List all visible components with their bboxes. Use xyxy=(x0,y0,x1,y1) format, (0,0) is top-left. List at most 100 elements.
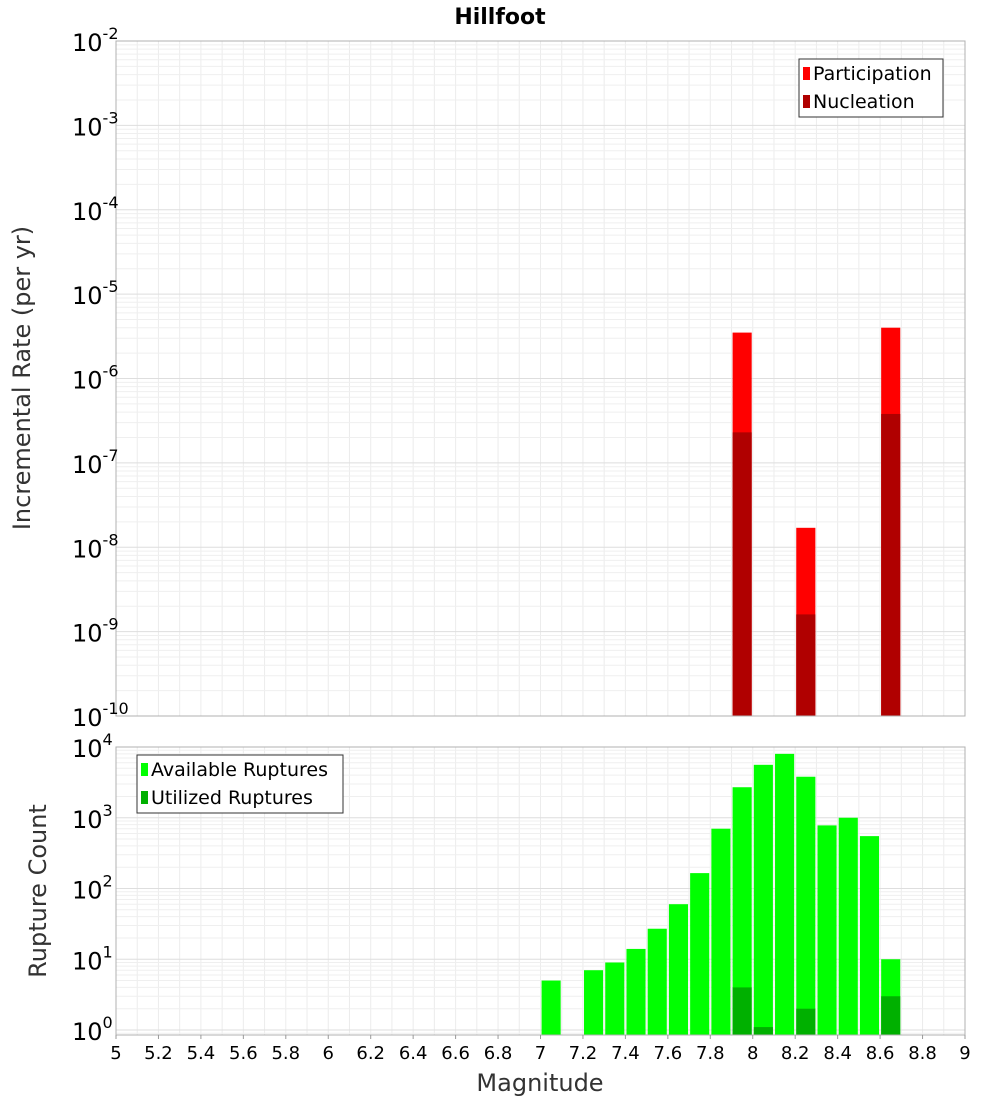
y-tick-base: 10 xyxy=(72,735,103,763)
x-tick-label: 6 xyxy=(323,1043,334,1064)
bar xyxy=(584,970,604,1035)
bar xyxy=(838,817,858,1035)
legend-entry: Available Ruptures xyxy=(151,759,328,781)
bar xyxy=(796,1008,816,1035)
y-tick-label: 10-2 xyxy=(72,24,119,57)
y-tick-exponent: -3 xyxy=(103,108,119,127)
y-tick-label: 104 xyxy=(72,730,113,763)
y-tick-label: 103 xyxy=(72,801,113,834)
legend-box xyxy=(136,754,344,814)
bar xyxy=(881,413,901,716)
y-tick-exponent: 3 xyxy=(103,801,113,820)
x-tick-label: 6.8 xyxy=(484,1043,513,1064)
legend-box xyxy=(798,58,944,118)
x-tick-label: 9 xyxy=(959,1043,970,1064)
y-tick-label: 10-5 xyxy=(72,277,119,310)
y-tick-base: 10 xyxy=(72,620,103,648)
chart-title: Hillfoot xyxy=(454,5,546,30)
y-tick-label: 10-3 xyxy=(72,108,119,141)
y-tick-label: 10-10 xyxy=(72,699,129,732)
bar xyxy=(732,987,752,1035)
y-tick-exponent: 0 xyxy=(103,1013,113,1032)
x-tick-label: 5 xyxy=(110,1043,121,1064)
legend-entry: Nucleation xyxy=(813,91,915,113)
y-tick-base: 10 xyxy=(72,29,103,57)
y-tick-exponent: -5 xyxy=(103,277,119,296)
y-tick-base: 10 xyxy=(72,535,103,563)
y-tick-label: 10-6 xyxy=(72,362,119,395)
bottom-y-axis-label: Rupture Count xyxy=(24,804,52,978)
y-tick-label: 10-9 xyxy=(72,615,119,648)
legend-swatch xyxy=(803,95,810,108)
y-tick-exponent: -10 xyxy=(103,699,129,718)
y-tick-base: 10 xyxy=(72,282,103,310)
bar xyxy=(732,432,752,716)
y-tick-base: 10 xyxy=(72,367,103,395)
y-tick-label: 10-4 xyxy=(72,193,119,226)
x-tick-label: 8.6 xyxy=(866,1043,895,1064)
bar xyxy=(753,764,773,1035)
y-tick-base: 10 xyxy=(72,877,103,905)
legend-panel-1: Available Ruptures Utilized Ruptures xyxy=(136,754,344,814)
bar xyxy=(690,873,710,1035)
bar xyxy=(775,753,795,1035)
x-tick-label: 6.2 xyxy=(356,1043,385,1064)
y-tick-label: 102 xyxy=(72,872,113,905)
bar xyxy=(859,836,880,1035)
bar xyxy=(711,828,731,1035)
legend-entry: Utilized Ruptures xyxy=(151,787,313,809)
y-tick-base: 10 xyxy=(72,1018,103,1046)
x-tick-label: 6.6 xyxy=(441,1043,470,1064)
bar xyxy=(668,904,689,1035)
x-tick-label: 7.6 xyxy=(654,1043,683,1064)
x-tick-label: 5.8 xyxy=(271,1043,300,1064)
x-tick-label: 7.8 xyxy=(696,1043,725,1064)
y-tick-exponent: -2 xyxy=(103,24,119,43)
x-tick-label: 6.4 xyxy=(399,1043,428,1064)
y-tick-exponent: -4 xyxy=(103,193,119,212)
y-tick-label: 101 xyxy=(72,942,113,975)
x-tick-label: 8.2 xyxy=(781,1043,810,1064)
legend-swatch xyxy=(141,791,148,804)
x-tick-label: 7 xyxy=(535,1043,546,1064)
grid-panel-0 xyxy=(115,40,966,717)
legend-entry: Participation xyxy=(813,63,932,85)
y-tick-label: 100 xyxy=(72,1013,113,1046)
x-tick-label: 7.2 xyxy=(569,1043,598,1064)
y-tick-base: 10 xyxy=(72,947,103,975)
y-tick-exponent: 2 xyxy=(103,872,113,891)
series-0-1 xyxy=(732,413,901,716)
x-tick-label: 8 xyxy=(747,1043,758,1064)
y-tick-exponent: 1 xyxy=(103,942,113,961)
series-1-1 xyxy=(732,987,901,1035)
y-tick-exponent: 4 xyxy=(103,730,113,749)
bar xyxy=(541,980,561,1035)
y-tick-base: 10 xyxy=(72,113,103,141)
y-tick-label: 10-7 xyxy=(72,446,119,479)
y-tick-base: 10 xyxy=(72,451,103,479)
bar xyxy=(817,825,837,1035)
bar xyxy=(796,776,816,1035)
x-tick-label: 8.8 xyxy=(908,1043,937,1064)
x-tick-label: 5.4 xyxy=(187,1043,216,1064)
y-tick-base: 10 xyxy=(72,806,103,834)
x-tick-label: 8.4 xyxy=(823,1043,852,1064)
y-tick-exponent: -7 xyxy=(103,446,119,465)
x-tick-label: 5.6 xyxy=(229,1043,258,1064)
bar xyxy=(626,948,646,1035)
x-axis-label: Magnitude xyxy=(476,1069,603,1097)
y-tick-base: 10 xyxy=(72,704,103,732)
bar xyxy=(732,787,752,1035)
bar xyxy=(605,962,625,1035)
y-tick-exponent: -6 xyxy=(103,362,119,381)
bar xyxy=(647,928,667,1035)
y-tick-exponent: -8 xyxy=(103,530,119,549)
bar xyxy=(881,996,901,1035)
legend-swatch xyxy=(141,763,148,776)
y-tick-base: 10 xyxy=(72,198,103,226)
bar xyxy=(796,614,816,716)
x-tick-label: 7.4 xyxy=(611,1043,640,1064)
x-tick-label: 5.2 xyxy=(144,1043,173,1064)
